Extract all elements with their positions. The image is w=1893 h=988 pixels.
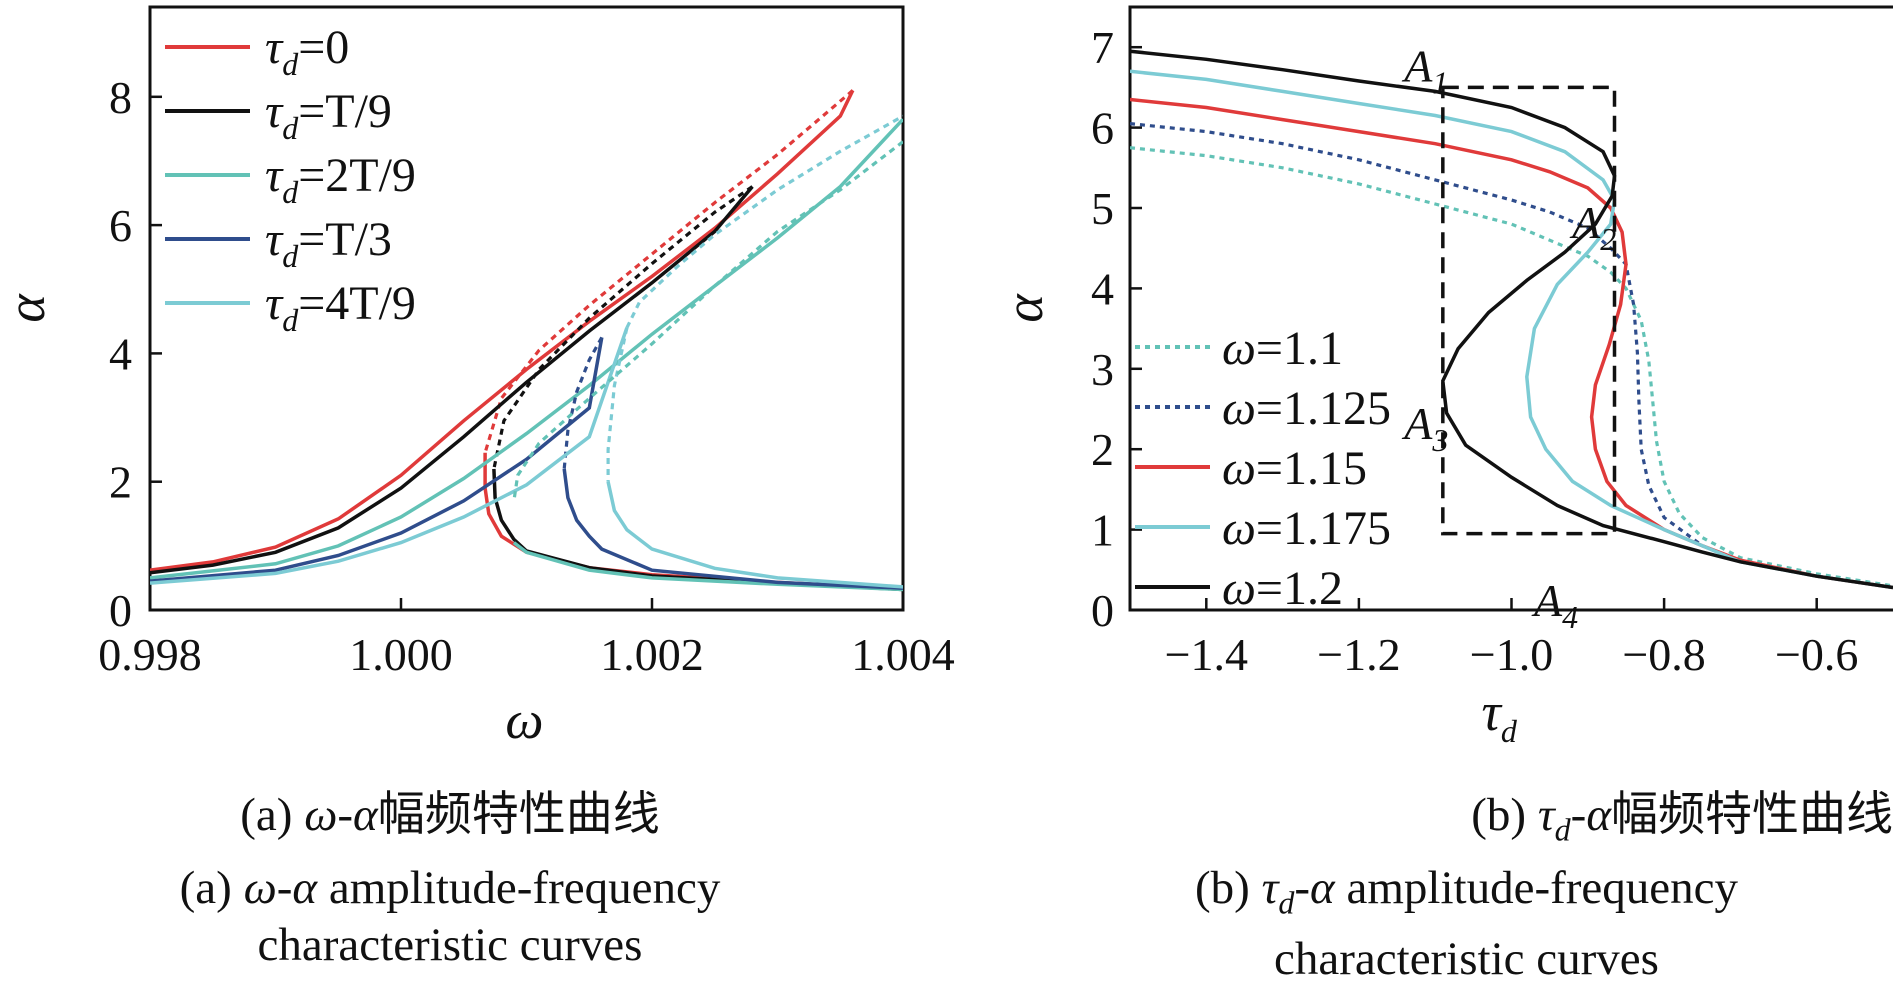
caption-a-cn: (a) ω-α幅频特性曲线	[40, 787, 860, 844]
caption-a-en-text: amplitude-frequency	[317, 862, 721, 914]
series-line-a-3-upper	[150, 337, 604, 583]
x-tick-label-b: −1.4	[1165, 629, 1248, 680]
curves-a	[150, 89, 903, 592]
y-tick-label-a: 2	[109, 457, 132, 508]
legend-b: ω=1.1 ω=1.125 ω=1.15 ω=1.175 ω=1.2	[1135, 322, 1391, 615]
series-line-a-extra-0	[512, 140, 903, 502]
x-tick-label-a: 1.000	[349, 629, 453, 680]
caption-b-cn-tau: τ	[1537, 789, 1555, 841]
x-tick-label-a: 1.002	[600, 629, 704, 680]
x-tick-label-b: −0.6	[1775, 629, 1858, 680]
x-tick-label-b: −1.0	[1470, 629, 1553, 680]
series-line-b-3	[1130, 69, 1893, 590]
y-tick-label-b: 7	[1091, 22, 1114, 73]
caption-b-en-line2: characteristic curves	[1274, 933, 1659, 986]
caption-b-en-tau: τ	[1261, 862, 1279, 914]
x-tick-label-a: 0.998	[98, 629, 202, 680]
caption-a-cn-prefix: (a)	[240, 789, 305, 841]
series-line-a-2-upper	[150, 118, 903, 580]
series-line-b-1	[1130, 122, 1893, 590]
series-line-a-1-upper	[150, 185, 754, 575]
caption-a-cn-vars: ω-α	[304, 789, 378, 841]
y-tick-label-b: 3	[1091, 344, 1114, 395]
caption-a-cn-text: 幅频特性曲线	[377, 789, 660, 841]
caption-b-cn-sub: d	[1554, 811, 1571, 848]
y-tick-label-b: 6	[1091, 103, 1114, 154]
series-line-a-1-unstable	[492, 185, 754, 470]
caption-b-cn: (b) τd-α幅频特性曲线	[1040, 787, 1893, 858]
series-line-a-1-lower	[492, 468, 903, 592]
legend-label-b-2: ω=1.15	[1222, 442, 1367, 495]
caption-b-en-prefix: (b)	[1195, 862, 1262, 914]
x-tick-label-a: 1.004	[851, 629, 955, 680]
series-line-a-0-upper	[150, 89, 855, 572]
legend-label-a-1: τd=T/9	[265, 85, 392, 146]
legend-label-a-0: τd=0	[265, 21, 349, 82]
x-axis-label-a: ω	[505, 690, 543, 750]
chart-panel-a: 0.998 1.000 1.002 1.00402468ωατd=0τd=T/9τd=…	[0, 5, 955, 750]
legend-label-a-3: τd=T/3	[265, 213, 392, 274]
series-line-a-4-upper	[150, 327, 629, 585]
plot-frame-b	[1128, 5, 1893, 612]
y-axis-label-b: α	[994, 293, 1054, 323]
caption-a-en: (a) ω-α amplitude-frequency characterist…	[40, 860, 860, 974]
series-line-a-4-unstable	[606, 327, 629, 482]
series-line-a-extra-1	[625, 114, 903, 329]
plot-frame-a	[148, 5, 905, 612]
x-tick-label-b: −1.2	[1317, 629, 1400, 680]
y-tick-label-a: 8	[109, 72, 132, 123]
annotation-A2: A2	[1569, 197, 1616, 257]
caption-b-en-alpha: -α	[1294, 862, 1335, 914]
legend-label-b-1: ω=1.125	[1222, 382, 1391, 435]
annotation-A4: A4	[1531, 575, 1578, 635]
series-line-a-4-lower	[606, 481, 903, 589]
x-axis-label-b: τd	[1482, 682, 1518, 749]
y-tick-label-b: 4	[1091, 263, 1114, 314]
legend-a: τd=0τd=T/9τd=2T/9τd=T/3τd=4T/9	[165, 21, 416, 338]
caption-a-en-prefix: (a)	[179, 862, 244, 914]
y-tick-label-a: 0	[109, 585, 132, 636]
caption-b-en-sub: d	[1278, 884, 1295, 921]
legend-label-b-3: ω=1.175	[1222, 502, 1391, 555]
caption-b-en: (b) τd-α amplitude-frequency characteris…	[1040, 860, 1893, 988]
caption-a-en-line2: characteristic curves	[257, 919, 643, 971]
series-line-b-4	[1130, 49, 1893, 590]
legend-label-a-4: τd=4T/9	[265, 277, 416, 338]
legend-label-b-0: ω=1.1	[1222, 322, 1343, 375]
y-tick-label-b: 5	[1091, 183, 1114, 234]
caption-b-cn-alpha: -α	[1570, 789, 1611, 841]
series-line-a-3-lower	[562, 468, 903, 590]
y-axis-label-a: α	[0, 293, 56, 323]
y-tick-label-a: 4	[109, 328, 132, 379]
series-line-a-3-unstable	[562, 336, 604, 470]
series-line-a-0-unstable	[483, 89, 854, 454]
x-tick-label-b: −0.8	[1622, 629, 1705, 680]
series-line-a-2-lower	[512, 541, 903, 592]
caption-b-cn-prefix: (b)	[1471, 789, 1538, 841]
y-tick-label-b: 2	[1091, 424, 1114, 475]
y-tick-label-b: 1	[1091, 505, 1114, 556]
legend-label-b-4: ω=1.2	[1222, 562, 1343, 615]
caption-b-cn-text: 幅频特性曲线	[1611, 789, 1893, 841]
legend-label-a-2: τd=2T/9	[265, 149, 416, 210]
caption-b-en-text: amplitude-frequency	[1334, 862, 1738, 914]
curves-b	[1130, 49, 1893, 590]
series-line-a-0-lower	[483, 452, 903, 591]
y-tick-label-a: 6	[109, 200, 132, 251]
chart-panel-b: −1.4 −1.2 −1.0 −0.8 −0.6 0 1 2 3 4 5 6 7 τd α A1 A2 A3 A4 ω…	[994, 5, 1893, 749]
caption-a-en-vars: ω-α	[243, 862, 318, 914]
y-tick-label-b: 0	[1091, 585, 1114, 636]
annotation-A3: A3	[1401, 398, 1448, 458]
annotation-A1: A1	[1401, 40, 1448, 100]
dashed-region-box	[1441, 85, 1617, 536]
